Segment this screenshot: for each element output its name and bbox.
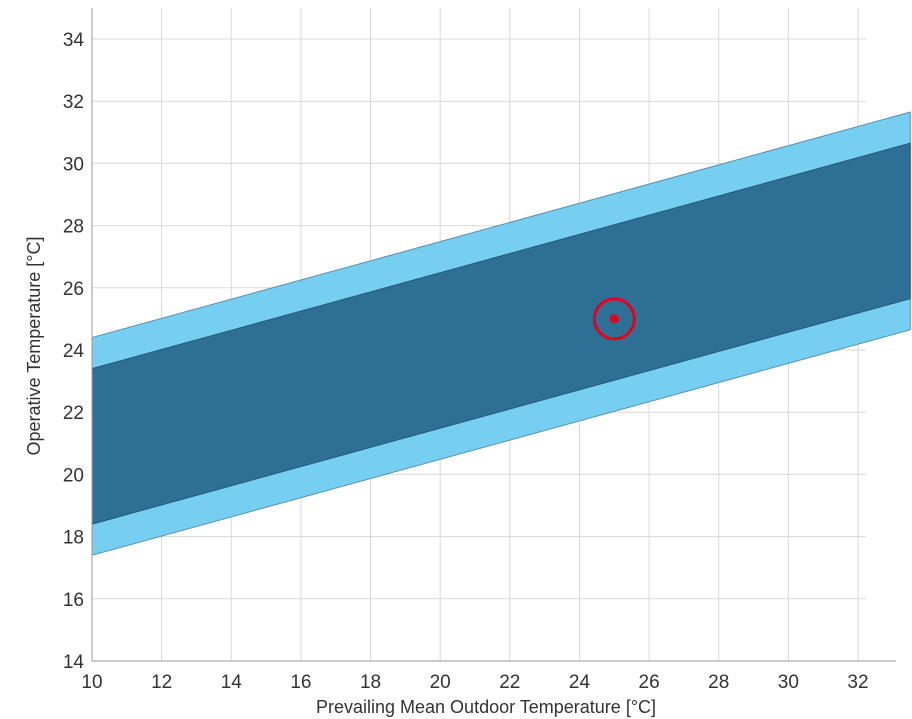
data-point-ring xyxy=(592,297,636,341)
y-tick-label: 18 xyxy=(63,528,84,549)
x-tick-label: 26 xyxy=(639,672,660,693)
x-tick-label: 12 xyxy=(151,672,172,693)
y-tick-label: 26 xyxy=(63,279,84,300)
data-point xyxy=(609,314,619,324)
y-tick-label: 20 xyxy=(63,465,84,486)
y-tick-label: 28 xyxy=(63,217,84,238)
x-tick-label: 20 xyxy=(430,672,451,693)
y-axis-title: Operative Temperature [°C] xyxy=(24,237,44,456)
axes xyxy=(91,8,896,662)
data-points xyxy=(592,297,636,341)
x-tick-label: 30 xyxy=(778,672,799,693)
x-tick-label: 24 xyxy=(569,672,591,693)
y-tick-label: 24 xyxy=(63,341,85,362)
x-tick-label: 10 xyxy=(81,672,102,693)
x-axis-title: Prevailing Mean Outdoor Temperature [°C] xyxy=(316,697,656,717)
y-tick-label: 32 xyxy=(63,92,84,113)
y-tick-label: 22 xyxy=(63,403,84,424)
x-tick-label: 14 xyxy=(221,672,243,693)
y-tick-label: 14 xyxy=(63,652,85,673)
x-tick-label: 32 xyxy=(847,672,868,693)
tick-labels: 10 12 14 16 18 20 22 24 26 28 30 32 14 16 18 20 22 24 26 28… xyxy=(63,30,869,693)
y-tick-label: 30 xyxy=(63,154,84,175)
comfort-bands xyxy=(91,111,911,556)
x-tick-label: 18 xyxy=(360,672,381,693)
y-tick-label: 34 xyxy=(63,30,85,51)
x-tick-label: 16 xyxy=(290,672,311,693)
x-tick-label: 28 xyxy=(708,672,729,693)
x-tick-label: 22 xyxy=(499,672,520,693)
y-tick-label: 16 xyxy=(63,590,84,611)
